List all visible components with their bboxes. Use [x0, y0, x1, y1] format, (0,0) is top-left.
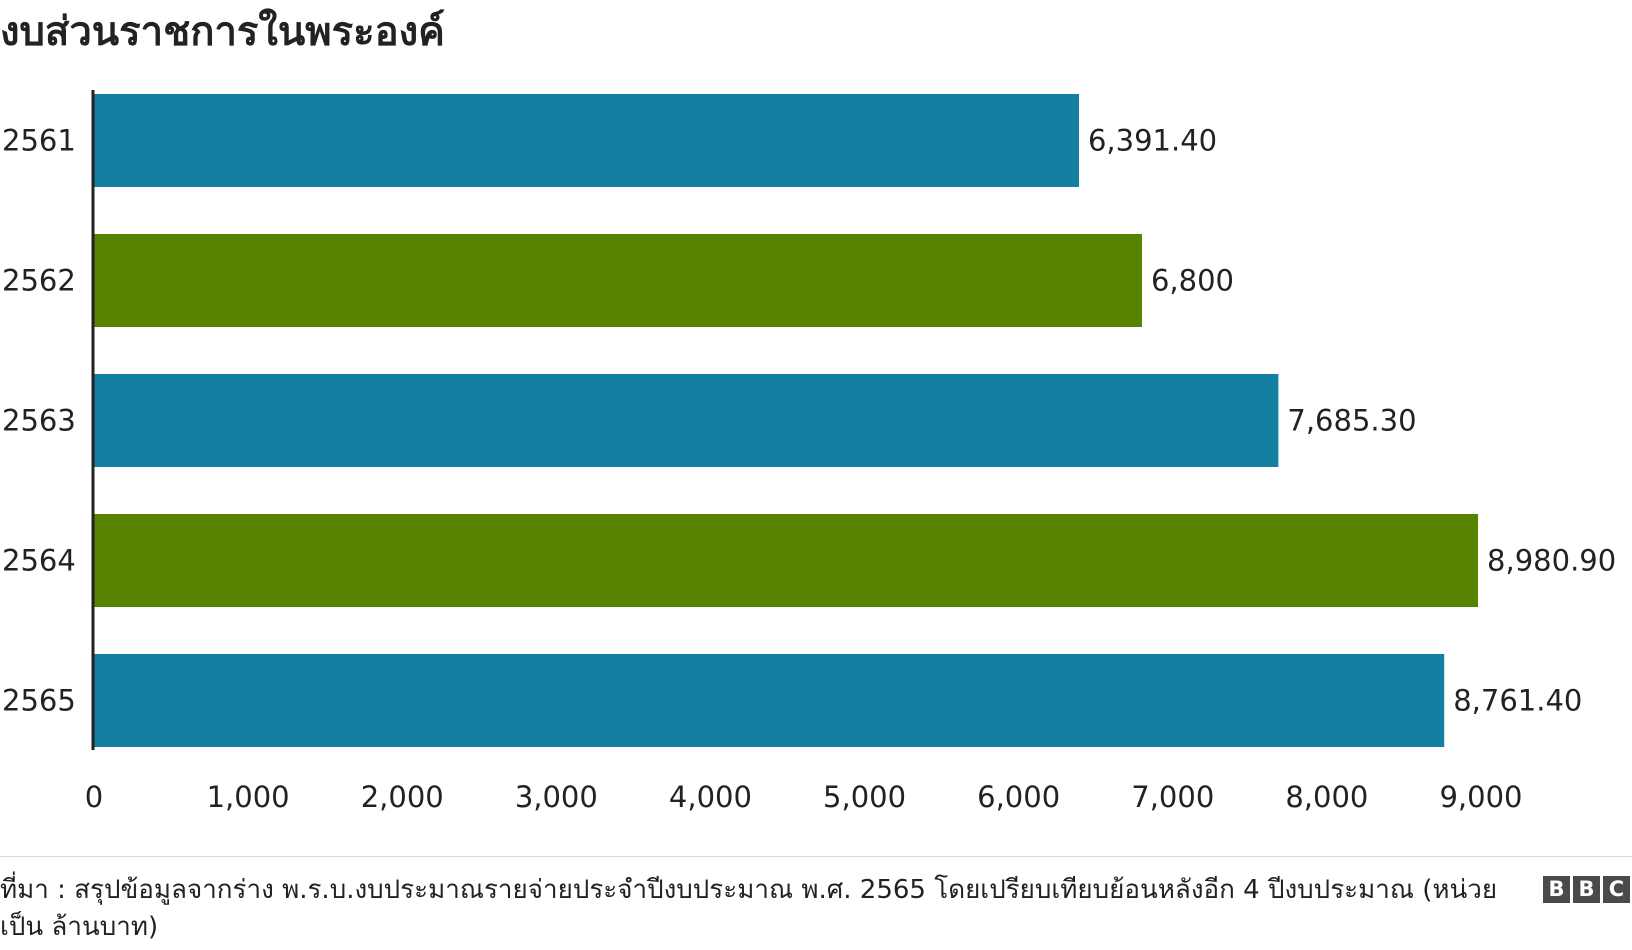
x-tick-label: 1,000: [207, 780, 290, 814]
bars: [94, 94, 1479, 747]
bar-2565: [94, 654, 1445, 747]
x-tick-label: 0: [85, 780, 103, 814]
data-label: 7,685.30: [1287, 404, 1416, 438]
bar-2564: [94, 514, 1479, 607]
x-tick-label: 5,000: [823, 780, 906, 814]
x-tick-label: 7,000: [1131, 780, 1214, 814]
bbc-logo: B B C: [1543, 876, 1630, 903]
x-tick-label: 9,000: [1439, 780, 1522, 814]
category-label: 2564: [2, 544, 76, 578]
x-tick-label: 6,000: [977, 780, 1060, 814]
bar-2562: [94, 234, 1142, 327]
x-tick-label: 3,000: [515, 780, 598, 814]
footer-divider: [0, 856, 1632, 857]
chart-title: งบส่วนราชการในพระองค์: [0, 9, 445, 55]
bar-2561: [94, 94, 1079, 187]
logo-letter: B: [1543, 876, 1570, 903]
logo-letter: B: [1573, 876, 1600, 903]
category-label: 2561: [2, 124, 76, 158]
data-label: 6,391.40: [1088, 124, 1217, 158]
category-label: 2565: [2, 684, 76, 718]
source-note: ที่มา : สรุปข้อมูลจากร่าง พ.ร.บ.งบประมาณ…: [0, 875, 1498, 942]
category-label: 2563: [2, 404, 76, 438]
bar-chart: 2561 6,391.40 2562 6,800 2563 7,685.30 2564 8,9…: [2, 90, 1616, 814]
data-label: 6,800: [1151, 264, 1234, 298]
data-label: 8,761.40: [1453, 684, 1582, 718]
data-label: 8,980.90: [1487, 544, 1616, 578]
bar-2563: [94, 374, 1279, 467]
category-label: 2562: [2, 264, 76, 298]
axes: 2561 6,391.40 2562 6,800 2563 7,685.30 2564 8,9…: [2, 90, 1616, 814]
x-tick-label: 2,000: [361, 780, 444, 814]
x-tick-label: 8,000: [1285, 780, 1368, 814]
logo-letter: C: [1603, 876, 1630, 903]
x-tick-label: 4,000: [669, 780, 752, 814]
